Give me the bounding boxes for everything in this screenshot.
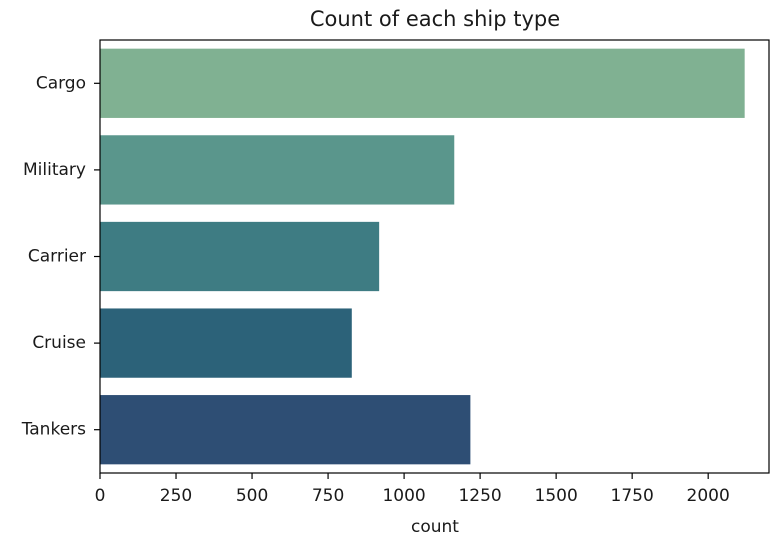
y-tick-label-military: Military	[23, 160, 86, 180]
y-tick-label-cruise: Cruise	[32, 333, 86, 353]
x-tick-label-1500: 1500	[535, 486, 578, 506]
x-tick-label-1000: 1000	[382, 486, 425, 506]
bar-military	[100, 135, 455, 205]
bar-cruise	[100, 308, 352, 378]
bars-group	[100, 48, 745, 465]
x-axis-ticks: 0 250 500 750 1000 1250 1500 1750 2000	[95, 473, 730, 506]
bar-cargo	[100, 48, 745, 118]
x-tick-label-2000: 2000	[687, 486, 730, 506]
bar-tankers	[100, 395, 471, 465]
plot-frame	[99, 39, 770, 474]
y-tick-label-cargo: Cargo	[36, 73, 86, 93]
x-tick-label-0: 0	[95, 486, 106, 506]
y-tick-label-carrier: Carrier	[28, 247, 86, 267]
bar-carrier	[100, 221, 380, 292]
x-tick-label-1750: 1750	[611, 486, 654, 506]
x-axis-label: count	[411, 517, 459, 537]
chart-title: Count of each ship type	[310, 7, 560, 31]
y-tick-label-tankers: Tankers	[21, 420, 86, 440]
x-tick-label-750: 750	[312, 486, 344, 506]
x-tick-label-250: 250	[160, 486, 192, 506]
y-axis-ticks: Cargo Military Carrier Cruise Tankers	[21, 73, 100, 440]
x-tick-label-500: 500	[236, 486, 268, 506]
x-tick-label-1250: 1250	[458, 486, 501, 506]
